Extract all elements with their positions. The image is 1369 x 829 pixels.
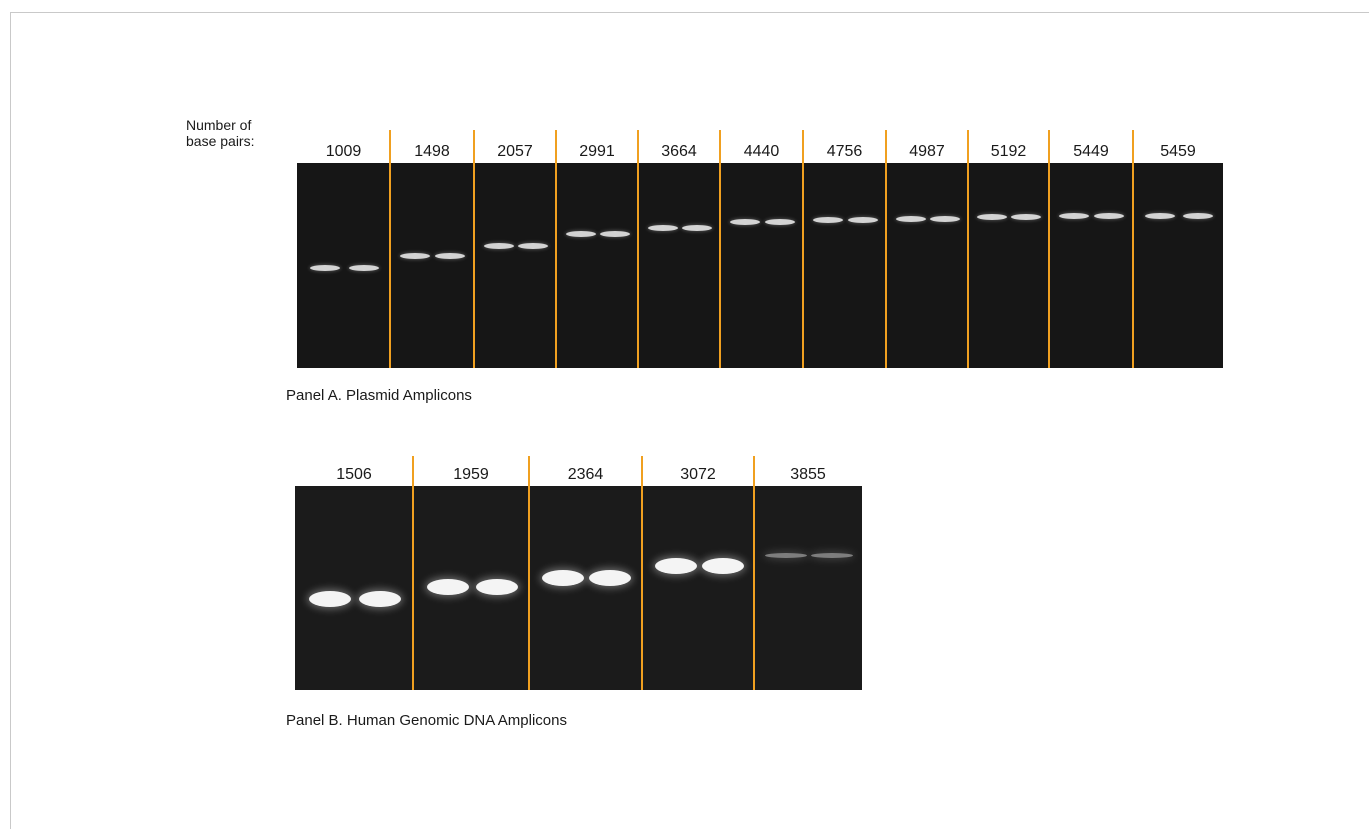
gel-band [435, 252, 466, 259]
gel-band [426, 578, 469, 595]
gel-band [847, 217, 878, 224]
gel-band [309, 591, 352, 608]
lane-divider [555, 130, 557, 368]
lane-divider [389, 130, 391, 368]
lane-group-label-5192: 5192 [990, 143, 1027, 160]
lane-group-label-2991: 2991 [579, 143, 615, 160]
lane-group-label-3855: 3855 [790, 466, 826, 483]
gel-band [565, 231, 596, 238]
lane-group-label-4440: 4440 [743, 143, 780, 160]
gel-band [764, 219, 795, 226]
gel-band [654, 557, 697, 574]
figure-frame [10, 12, 1369, 829]
lane-group-label-5449: 5449 [1073, 143, 1109, 160]
lane-group-label-5459: 5459 [1160, 143, 1196, 160]
y-axis-label-line-2: base pairs: [186, 133, 255, 149]
lane-group-label-4987: 4987 [909, 143, 945, 160]
panel-a-caption: Panel A. Plasmid Amplicons [286, 387, 472, 404]
lane-divider [473, 130, 475, 368]
lane-group-label-1506: 1506 [336, 466, 372, 483]
gel-band [977, 214, 1008, 221]
lane-divider [637, 130, 639, 368]
panel-b-gel-image [295, 486, 862, 690]
gel-band [1094, 212, 1125, 219]
gel-band [309, 264, 340, 271]
gel-band [1182, 212, 1213, 219]
lane-divider [802, 130, 804, 368]
gel-band [701, 557, 744, 574]
gel-band [682, 225, 713, 232]
lane-divider [641, 456, 643, 690]
gel-band [518, 242, 549, 249]
gel-band [1011, 214, 1042, 221]
lane-divider [528, 456, 530, 690]
gel-band [895, 215, 926, 222]
lane-divider [1048, 130, 1050, 368]
y-axis-label: Number of base pairs: [186, 117, 254, 149]
gel-band [358, 591, 401, 608]
lane-group-label-2057: 2057 [497, 143, 533, 160]
lane-group-label-4756: 4756 [826, 143, 863, 160]
gel-band [810, 552, 853, 558]
gel-band [400, 252, 431, 259]
panel-a-gel-image [297, 163, 1223, 368]
gel-band [589, 570, 632, 587]
lane-group-label-1498: 1498 [414, 143, 450, 160]
lane-group-label-3072: 3072 [680, 466, 716, 483]
gel-band [1059, 212, 1090, 219]
gel-band [475, 578, 518, 595]
lane-divider [753, 456, 755, 690]
gel-band [647, 225, 678, 232]
lane-divider [967, 130, 969, 368]
lane-group-label-1009: 1009 [325, 143, 362, 160]
lane-group-label-2364: 2364 [567, 466, 604, 483]
gel-band [930, 215, 961, 222]
panel-b-caption: Panel B. Human Genomic DNA Amplicons [286, 712, 567, 729]
lane-group-label-3664: 3664 [661, 143, 697, 160]
lane-divider [885, 130, 887, 368]
gel-band [541, 570, 584, 587]
gel-band [729, 219, 760, 226]
gel-band [348, 264, 379, 271]
lane-divider [719, 130, 721, 368]
lane-group-label-1959: 1959 [453, 466, 489, 483]
gel-band [812, 217, 843, 224]
gel-band [1145, 212, 1175, 219]
gel-band [600, 231, 631, 238]
gel-band [765, 552, 808, 558]
gel-band [483, 242, 514, 249]
y-axis-label-line-1: Number of [186, 117, 252, 133]
lane-divider [412, 456, 414, 690]
lane-divider [1132, 130, 1134, 368]
